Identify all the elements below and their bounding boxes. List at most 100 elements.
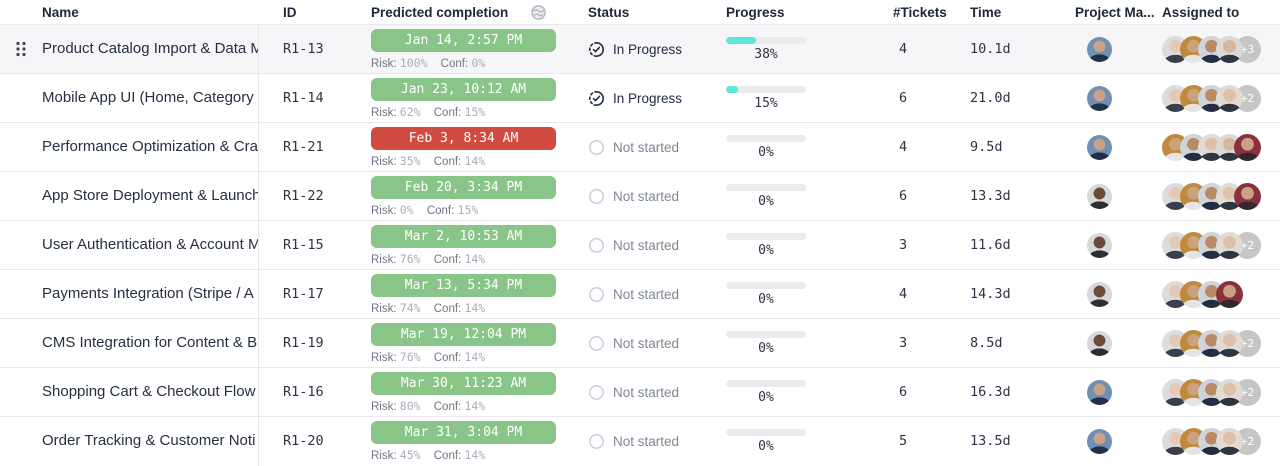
status-label: Not started (613, 384, 680, 400)
status-label: Not started (613, 433, 680, 449)
status-cell[interactable]: In Progress (588, 90, 726, 107)
predicted-completion-badge[interactable]: Mar 19, 12:04 PM (371, 322, 556, 346)
project-manager-avatar[interactable] (1087, 85, 1112, 111)
table-row[interactable]: CMS Integration for Content & B R1-19 Ma… (0, 318, 1280, 367)
column-header-status[interactable]: Status (588, 4, 630, 20)
project-manager-avatar[interactable] (1087, 134, 1112, 160)
predicted-completion-badge[interactable]: Feb 3, 8:34 AM (371, 126, 556, 150)
task-id: R1-13 (283, 41, 324, 57)
risk-label: Risk: (371, 106, 397, 119)
time-estimate: 9.5d (970, 139, 1003, 155)
drag-handle-icon[interactable] (15, 40, 27, 58)
column-header-project-manager[interactable]: Project Ma... (1075, 4, 1155, 20)
table-row[interactable]: Mobile App UI (Home, Category R1-14 Jan … (0, 73, 1280, 122)
time-estimate: 14.3d (970, 286, 1011, 302)
conf-value: 14% (464, 300, 486, 315)
table-row[interactable]: Performance Optimization & Cra R1-21 Feb… (0, 122, 1280, 171)
predicted-completion-badge[interactable]: Mar 13, 5:34 PM (371, 273, 556, 297)
status-cell[interactable]: Not started (588, 335, 726, 352)
table-row[interactable]: Shopping Cart & Checkout Flow R1-16 Mar … (0, 367, 1280, 416)
status-cell[interactable]: Not started (588, 286, 726, 303)
status-label: Not started (613, 286, 680, 302)
table-row[interactable]: Product Catalog Import & Data M R1-13 Ja… (0, 24, 1280, 73)
assignee-avatar[interactable] (1216, 84, 1243, 112)
not-started-icon (588, 139, 605, 156)
task-name[interactable]: Shopping Cart & Checkout Flow (42, 383, 256, 400)
risk-value: 76% (399, 251, 421, 266)
project-manager-avatar[interactable] (1087, 36, 1112, 62)
risk-value: 45% (399, 447, 421, 462)
column-header-progress[interactable]: Progress (726, 4, 785, 20)
name-column-resizer[interactable] (258, 24, 259, 466)
project-manager-avatar[interactable] (1087, 330, 1112, 356)
task-id: R1-14 (283, 90, 324, 106)
project-manager-avatar[interactable] (1087, 428, 1112, 454)
column-header-id[interactable]: ID (283, 4, 297, 20)
column-header-tickets[interactable]: #Tickets (893, 4, 947, 20)
assignee-avatar-stack: +2 (1162, 378, 1280, 406)
predicted-completion-badge[interactable]: Jan 23, 10:12 AM (371, 77, 556, 101)
status-cell[interactable]: Not started (588, 433, 726, 450)
table-row[interactable]: User Authentication & Account M R1-15 Ma… (0, 220, 1280, 269)
table-row[interactable]: App Store Deployment & Launch R1-22 Feb … (0, 171, 1280, 220)
predicted-completion-badge[interactable]: Feb 20, 3:34 PM (371, 175, 556, 199)
assignee-avatar[interactable] (1234, 133, 1261, 161)
not-started-icon (588, 188, 605, 205)
assignee-avatar[interactable] (1216, 280, 1243, 308)
status-label: Not started (613, 335, 680, 351)
project-manager-avatar[interactable] (1087, 183, 1112, 209)
predicted-completion-badge[interactable]: Mar 30, 11:23 AM (371, 371, 556, 395)
assignee-avatar[interactable] (1234, 182, 1261, 210)
status-cell[interactable]: Not started (588, 237, 726, 254)
column-header-predicted[interactable]: Predicted completion (371, 4, 588, 21)
task-name[interactable]: User Authentication & Account M (42, 236, 258, 253)
task-name[interactable]: Order Tracking & Customer Noti (42, 432, 256, 449)
assignee-avatar[interactable] (1216, 231, 1243, 259)
status-cell[interactable]: In Progress (588, 41, 726, 58)
task-name[interactable]: Performance Optimization & Cra (42, 138, 258, 155)
predicted-completion-badge[interactable]: Mar 2, 10:53 AM (371, 224, 556, 248)
status-cell[interactable]: Not started (588, 384, 726, 401)
project-manager-avatar[interactable] (1087, 281, 1112, 307)
predicted-completion-badge[interactable]: Mar 31, 3:04 PM (371, 420, 556, 444)
predicted-completion-badge[interactable]: Jan 14, 2:57 PM (371, 28, 556, 52)
progress-bar (726, 85, 806, 93)
risk-label: Risk: (371, 400, 397, 413)
table-row[interactable]: Order Tracking & Customer Noti R1-20 Mar… (0, 416, 1280, 465)
risk-value: 0% (399, 202, 414, 217)
not-started-icon (588, 384, 605, 401)
column-header-name[interactable]: Name (42, 4, 79, 20)
assignee-avatar[interactable] (1216, 427, 1243, 455)
task-name[interactable]: Mobile App UI (Home, Category (42, 89, 254, 106)
assignee-avatar[interactable] (1180, 84, 1207, 112)
tickets-count: 4 (899, 286, 908, 302)
task-name[interactable]: CMS Integration for Content & B (42, 334, 258, 351)
ai-forecast-icon[interactable] (530, 4, 547, 21)
risk-confidence-line: Risk: 62% Conf: 15% (371, 105, 588, 119)
assignee-avatar-stack (1162, 280, 1280, 308)
task-name[interactable]: Product Catalog Import & Data M (42, 40, 258, 57)
assignee-avatar[interactable] (1216, 35, 1243, 63)
project-manager-avatar[interactable] (1087, 379, 1112, 405)
status-cell[interactable]: Not started (588, 139, 726, 156)
risk-label: Risk: (371, 57, 397, 70)
status-cell[interactable]: Not started (588, 188, 726, 205)
progress-bar (726, 134, 806, 142)
conf-label: Conf: (426, 204, 455, 217)
table-row[interactable]: Payments Integration (Stripe / A R1-17 M… (0, 269, 1280, 318)
progress-bar (726, 232, 806, 240)
conf-value: 14% (464, 251, 486, 266)
task-name[interactable]: App Store Deployment & Launch (42, 187, 258, 204)
assignee-avatar[interactable] (1216, 378, 1243, 406)
column-header-time[interactable]: Time (970, 4, 1002, 20)
column-header-assigned[interactable]: Assigned to (1162, 4, 1240, 20)
progress-cell: 15% (726, 74, 893, 122)
assignee-avatar[interactable] (1216, 329, 1243, 357)
risk-value: 100% (399, 55, 428, 70)
task-name[interactable]: Payments Integration (Stripe / A (42, 285, 254, 302)
progress-bar (726, 330, 806, 338)
progress-bar (726, 183, 806, 191)
table-header: Name ID Predicted completion Status Prog… (0, 0, 1280, 24)
project-manager-avatar[interactable] (1087, 232, 1112, 258)
task-id: R1-20 (283, 433, 324, 449)
